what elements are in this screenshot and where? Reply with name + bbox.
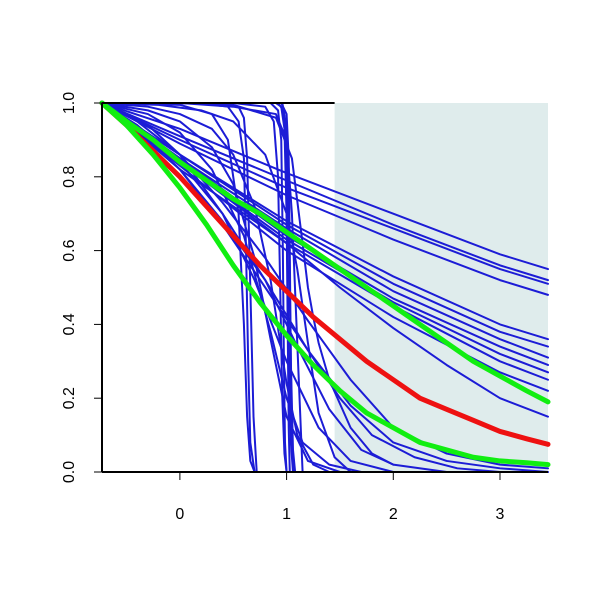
sample-curve-11 [101,102,549,418]
axes-layer [101,102,548,473]
y-tick-label-0: 0.0 [61,461,78,483]
summary-curve-32 [99,100,551,447]
sample-curve-26 [101,102,288,473]
y-tick-label-1: 0.2 [61,387,78,409]
sample-curve-18 [101,102,341,473]
sample-curve-16 [101,102,395,473]
sample-curve-5 [101,102,549,348]
curves-layer [99,100,551,473]
sample-curve-10 [101,102,549,392]
sample-curve-2 [101,102,549,285]
y-axis-ticks: 0.0 0.2 0.4 0.6 0.8 1.0 [61,92,102,483]
y-tick-label-5: 1.0 [61,92,78,114]
sample-curve-25 [101,102,288,473]
sample-curve-1 [101,102,549,282]
sample-curve-14 [101,102,501,473]
y-tick-label-3: 0.6 [61,239,78,261]
sample-curve-22 [101,102,256,473]
y-tick-label-4: 0.8 [61,166,78,188]
sample-curve-3 [101,102,549,296]
sample-curve-17 [101,102,363,473]
y-tick-label-2: 0.4 [61,313,78,335]
x-tick-label-1: 1 [282,506,291,523]
x-tick-label-3: 3 [496,506,505,523]
band-curve-33 [99,100,551,405]
x-tick-label-2: 2 [389,506,398,523]
x-axis-ticks: 0 1 2 3 [175,472,505,523]
x-tick-label-0: 0 [175,506,184,523]
band-curve-34 [99,100,551,468]
sample-curve-19 [101,102,331,473]
